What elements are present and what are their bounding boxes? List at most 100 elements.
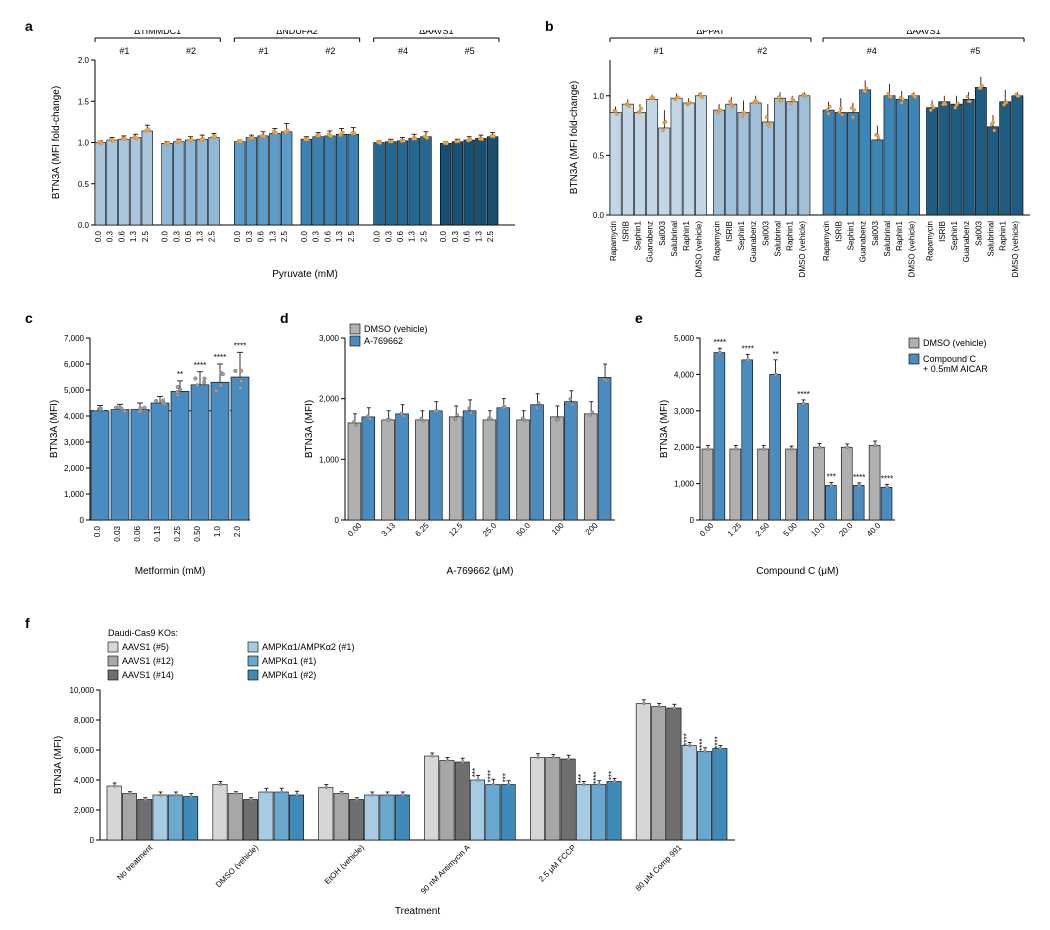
svg-text:0.3: 0.3 (245, 230, 254, 242)
panel-d-label: d (280, 310, 289, 326)
svg-text:2.0: 2.0 (233, 525, 242, 537)
svg-text:0.25: 0.25 (173, 525, 182, 541)
svg-text:3,000: 3,000 (674, 407, 695, 416)
svg-text:***: *** (827, 473, 836, 482)
svg-text:5,000: 5,000 (674, 334, 695, 343)
panel-e: 01,0002,0003,0004,0005,000BTN3A (MFI)Com… (655, 320, 1025, 580)
panel-b: 0.00.51.0BTN3A (MFI fold-change)Rapamyci… (565, 30, 1035, 300)
svg-text:0.03: 0.03 (113, 525, 122, 541)
svg-text:4,000: 4,000 (64, 412, 85, 421)
svg-text:0.6: 0.6 (396, 230, 405, 242)
svg-text:0: 0 (690, 516, 695, 525)
svg-text:Raphin1: Raphin1 (682, 220, 691, 250)
svg-text:#5: #5 (465, 46, 475, 56)
svg-text:0.0: 0.0 (78, 221, 90, 230)
svg-text:1.25: 1.25 (726, 521, 744, 539)
svg-text:Sal003: Sal003 (658, 220, 667, 245)
svg-text:Salubrinal: Salubrinal (883, 221, 892, 257)
svg-text:1.5: 1.5 (78, 97, 90, 106)
svg-text:****: **** (881, 474, 893, 483)
svg-text:0.0: 0.0 (161, 230, 170, 242)
svg-text:4,000: 4,000 (674, 370, 695, 379)
svg-text:25.0: 25.0 (481, 521, 499, 539)
svg-text:****: **** (234, 341, 246, 350)
svg-text:1.3: 1.3 (268, 230, 277, 242)
svg-text:0.6: 0.6 (117, 230, 126, 242)
panel-b-label: b (545, 18, 554, 34)
svg-text:**: ** (772, 350, 778, 359)
svg-text:2,000: 2,000 (319, 395, 340, 404)
svg-text:1.3: 1.3 (196, 230, 205, 242)
svg-text:****: **** (698, 739, 707, 751)
svg-text:0.5: 0.5 (78, 180, 90, 189)
svg-text:AMPKα1 (#2): AMPKα1 (#2) (262, 670, 316, 680)
svg-text:Sal003: Sal003 (871, 220, 880, 245)
svg-text:0.3: 0.3 (312, 230, 321, 242)
figure: a 0.00.51.01.52.0BTN3A (MFI fold-change)… (0, 0, 1050, 930)
svg-text:Sephin1: Sephin1 (846, 220, 855, 250)
svg-text:****: **** (853, 473, 865, 482)
svg-text:0: 0 (335, 516, 340, 525)
svg-text:BTN3A (MFI): BTN3A (MFI) (659, 400, 670, 458)
svg-text:4,000: 4,000 (74, 776, 95, 785)
svg-text:AAVS1 (#12): AAVS1 (#12) (122, 656, 174, 666)
svg-text:#2: #2 (325, 46, 335, 56)
svg-text:#1: #1 (119, 46, 129, 56)
svg-text:6,000: 6,000 (64, 360, 85, 369)
svg-text:6.25: 6.25 (413, 521, 431, 539)
panel-f-label: f (25, 615, 30, 631)
panel-f-svg: 02,0004,0006,0008,00010,000BTN3A (MFI)Tr… (45, 620, 745, 920)
svg-text:****: **** (742, 344, 754, 353)
svg-text:Salubrinal: Salubrinal (670, 221, 679, 257)
svg-text:ISRIB: ISRIB (834, 221, 843, 242)
panel-e-svg: 01,0002,0003,0004,0005,000BTN3A (MFI)Com… (655, 320, 1025, 580)
svg-text:Guanabenz: Guanabenz (859, 221, 868, 262)
svg-text:2.5: 2.5 (486, 230, 495, 242)
svg-text:10.0: 10.0 (809, 521, 827, 539)
svg-text:Rapamycin: Rapamycin (713, 221, 722, 261)
svg-text:0.3: 0.3 (172, 230, 181, 242)
svg-text:2.0: 2.0 (78, 56, 90, 65)
svg-text:AMPKα1/AMPKα2 (#1): AMPKα1/AMPKα2 (#1) (262, 642, 354, 652)
svg-text:200: 200 (584, 521, 600, 537)
svg-text:#2: #2 (757, 46, 767, 56)
svg-text:3,000: 3,000 (319, 334, 340, 343)
svg-text:DMSO (vehicle): DMSO (vehicle) (923, 338, 987, 348)
svg-text:Daudi-Cas9 KOs:: Daudi-Cas9 KOs: (108, 628, 178, 638)
svg-text:2.5: 2.5 (207, 230, 216, 242)
svg-text:****: **** (592, 772, 601, 784)
svg-text:Raphin1: Raphin1 (895, 220, 904, 250)
svg-text:Rapamycin: Rapamycin (609, 221, 618, 261)
svg-text:Sephin1: Sephin1 (737, 220, 746, 250)
svg-text:50.0: 50.0 (515, 521, 533, 539)
svg-text:1.0: 1.0 (78, 139, 90, 148)
svg-text:Pyruvate (mM): Pyruvate (mM) (272, 269, 338, 280)
svg-text:****: **** (713, 736, 722, 748)
svg-text:40.0: 40.0 (865, 521, 883, 539)
svg-text:Salubrinal: Salubrinal (774, 221, 783, 257)
svg-text:100: 100 (550, 521, 566, 537)
svg-text:ISRIB: ISRIB (938, 221, 947, 242)
svg-text:Treatment: Treatment (395, 906, 440, 917)
svg-text:BTN3A (MFI): BTN3A (MFI) (49, 400, 60, 458)
svg-text:****: **** (214, 353, 226, 362)
svg-text:BTN3A (MFI fold-change): BTN3A (MFI fold-change) (51, 86, 62, 199)
svg-text:Rapamycin: Rapamycin (822, 221, 831, 261)
svg-text:ΔPPAT: ΔPPAT (696, 30, 725, 36)
svg-text:0.0: 0.0 (93, 525, 102, 537)
svg-text:0: 0 (80, 516, 85, 525)
svg-text:DMSO (vehicle): DMSO (vehicle) (907, 221, 916, 278)
svg-text:0.0: 0.0 (373, 230, 382, 242)
svg-text:****: **** (683, 733, 692, 745)
svg-text:#5: #5 (970, 46, 980, 56)
svg-text:ΔNDUFA2: ΔNDUFA2 (276, 30, 318, 36)
svg-text:0.0: 0.0 (94, 230, 103, 242)
svg-text:0.06: 0.06 (133, 525, 142, 541)
svg-text:#1: #1 (259, 46, 269, 56)
svg-text:20.0: 20.0 (837, 521, 855, 539)
svg-text:***: *** (608, 771, 617, 780)
svg-text:BTN3A (MFI fold-change): BTN3A (MFI fold-change) (569, 81, 580, 194)
svg-text:DMSO (vehicle): DMSO (vehicle) (364, 324, 428, 334)
svg-text:1,000: 1,000 (674, 480, 695, 489)
panel-c-label: c (25, 310, 33, 326)
